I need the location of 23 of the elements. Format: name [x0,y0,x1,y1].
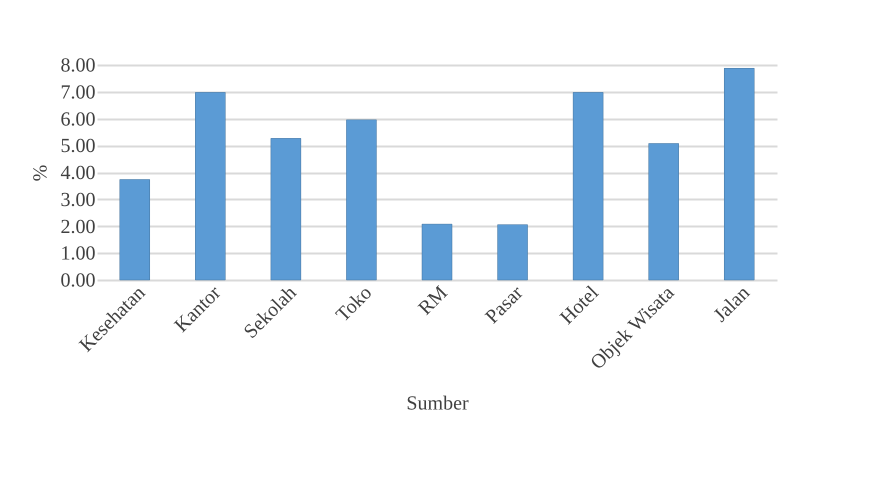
x-tick-label: Jalan [709,282,754,326]
y-tick-label: 8.00 [60,54,96,76]
y-tick-label: 2.00 [60,216,96,238]
bar [346,120,377,280]
bar [422,224,452,280]
bar [497,224,528,280]
x-axis-title: Sumber [406,392,469,414]
y-tick-label: 5.00 [60,135,96,158]
bar [572,92,604,280]
y-tick-label: 1.00 [60,242,96,265]
bar [270,138,302,280]
y-tick-label: 3.00 [60,188,96,211]
y-axis-title: % [30,164,52,182]
y-tick-label: 7.00 [60,81,96,104]
bar [724,68,754,280]
x-tick-label: RM [414,282,452,320]
y-tick-label: 0.00 [60,270,96,292]
x-tick-label: Toko [332,282,376,326]
y-tick-label: 4.00 [60,162,96,184]
bar [195,92,226,280]
bar [120,179,150,280]
bar [648,143,679,280]
y-tick-label: 6.00 [60,108,96,130]
